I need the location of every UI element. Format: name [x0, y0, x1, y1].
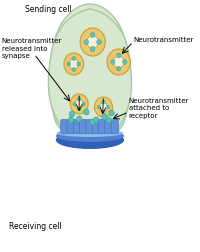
- FancyBboxPatch shape: [105, 120, 112, 134]
- Circle shape: [75, 100, 83, 109]
- FancyBboxPatch shape: [73, 120, 81, 134]
- Circle shape: [78, 98, 81, 101]
- Circle shape: [84, 40, 89, 45]
- Circle shape: [94, 117, 99, 123]
- Circle shape: [109, 111, 114, 116]
- Circle shape: [68, 117, 74, 123]
- Circle shape: [80, 29, 105, 57]
- Circle shape: [77, 63, 81, 67]
- Circle shape: [106, 117, 112, 123]
- Circle shape: [90, 119, 95, 125]
- Ellipse shape: [57, 130, 123, 137]
- Circle shape: [90, 47, 95, 52]
- FancyBboxPatch shape: [80, 120, 87, 134]
- FancyBboxPatch shape: [99, 120, 106, 134]
- Circle shape: [87, 37, 98, 49]
- Circle shape: [106, 106, 110, 109]
- Circle shape: [111, 60, 115, 65]
- Circle shape: [90, 33, 95, 38]
- Circle shape: [97, 40, 101, 45]
- Circle shape: [123, 60, 127, 65]
- PathPatch shape: [49, 5, 130, 142]
- Ellipse shape: [56, 132, 124, 149]
- Circle shape: [117, 67, 121, 72]
- Circle shape: [113, 57, 124, 69]
- Circle shape: [69, 60, 78, 70]
- Circle shape: [67, 63, 71, 67]
- Circle shape: [69, 112, 75, 117]
- Circle shape: [70, 94, 88, 115]
- Circle shape: [72, 68, 76, 72]
- FancyBboxPatch shape: [111, 120, 118, 134]
- FancyBboxPatch shape: [86, 120, 93, 134]
- Text: Receiving cell: Receiving cell: [9, 221, 62, 230]
- Circle shape: [84, 110, 89, 115]
- FancyBboxPatch shape: [67, 120, 74, 134]
- Circle shape: [102, 111, 105, 114]
- Text: Sending cell: Sending cell: [25, 5, 72, 14]
- FancyBboxPatch shape: [61, 120, 68, 134]
- Circle shape: [107, 50, 130, 76]
- Circle shape: [82, 103, 85, 106]
- Circle shape: [97, 106, 101, 109]
- Circle shape: [99, 103, 108, 112]
- Text: Neurotransmitter
released into
synapse: Neurotransmitter released into synapse: [2, 38, 62, 59]
- Circle shape: [102, 115, 107, 120]
- Circle shape: [73, 103, 76, 106]
- Circle shape: [76, 116, 82, 122]
- Circle shape: [94, 98, 112, 117]
- FancyBboxPatch shape: [92, 120, 99, 134]
- Circle shape: [72, 57, 76, 61]
- Text: Neurotransmitter: Neurotransmitter: [133, 37, 194, 43]
- Text: Neurotransmitter
attached to
receptor: Neurotransmitter attached to receptor: [129, 97, 189, 118]
- PathPatch shape: [48, 10, 132, 144]
- Circle shape: [78, 108, 81, 111]
- Ellipse shape: [56, 131, 124, 142]
- Polygon shape: [67, 124, 113, 137]
- Circle shape: [64, 54, 84, 76]
- Circle shape: [117, 54, 121, 58]
- Polygon shape: [68, 124, 112, 128]
- Circle shape: [102, 101, 105, 104]
